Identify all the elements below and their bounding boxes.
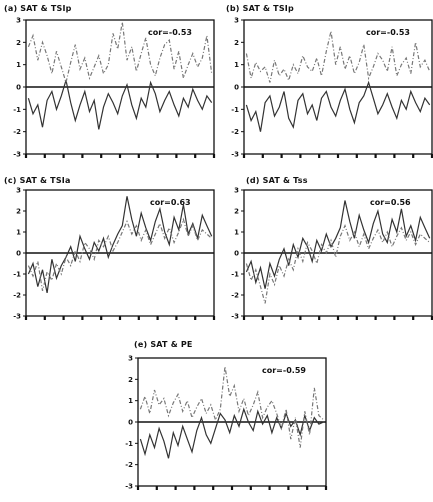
panel-d-ytick-label: 1	[234, 229, 239, 237]
panel-b-ytick-label: 2	[234, 39, 239, 47]
panel-d-ytick-label: 3	[234, 187, 239, 195]
panel-e-ytick-label: 1	[128, 397, 133, 405]
panel-e-ytick-label: 0	[128, 419, 133, 427]
panel-e-corr-label: cor=-0.59	[262, 366, 306, 375]
panel-d-corr-label: cor=0.56	[370, 198, 411, 207]
panel-c-ytick-label: 0	[16, 250, 21, 258]
panel-e-ytick-label: -3	[125, 483, 133, 491]
panel-a-ytick-label: -3	[13, 151, 21, 159]
panel-a-ytick-label: 2	[16, 39, 21, 47]
panel-d-title: (d) SAT & Tss	[246, 176, 308, 185]
panel-b-title: (b) SAT & TSIp	[226, 4, 294, 13]
panel-b-corr-label: cor=-0.53	[366, 28, 410, 37]
panel-a-ytick-label: 3	[16, 17, 21, 25]
panel-b: (b) SAT & TSIp 3 2 1 0 -1 -2 -3 cor=-0.53	[220, 4, 433, 170]
panel-d: (d) SAT & Tss 3 2 1 0 -1 -2 -3 cor=0.56	[220, 176, 433, 332]
panel-a-ytick-label: -1	[13, 106, 21, 114]
panel-c-series-dashed-line	[27, 217, 213, 291]
panel-b-ytick-label: -2	[231, 128, 239, 136]
panel-b-ytick-label: -3	[231, 151, 239, 159]
panel-a-ytick-label: -2	[13, 128, 21, 136]
panel-b-ytick-label: -1	[231, 106, 239, 114]
panel-c-plot: 3 2 1 0 -1 -2 -3	[13, 187, 216, 321]
panel-a-series-solid-line	[27, 80, 213, 130]
panel-c-title: (c) SAT & TSIa	[4, 176, 71, 185]
panel-d-ytick-label: 0	[234, 250, 239, 258]
panel-a-title: (a) SAT & TSIp	[4, 4, 72, 13]
panel-e-title: (e) SAT & PE	[134, 340, 193, 349]
panel-b-ytick-label: 0	[234, 84, 239, 92]
panel-d-ytick-label: 2	[234, 208, 239, 216]
panel-a-corr-label: cor=-0.53	[148, 28, 192, 37]
panel-b-series-solid-line	[245, 80, 431, 132]
panel-c-ytick-label: -2	[13, 292, 21, 300]
panel-e: (e) SAT & PE 3 2 1 0 -1 -2 -3 cor=-0.59	[112, 340, 328, 500]
panel-c-ytick-label: 3	[16, 187, 21, 195]
panel-a-series-dashed-line	[27, 22, 213, 85]
panel-e-ytick-label: 2	[128, 376, 133, 384]
panel-d-ytick-label: -2	[231, 292, 239, 300]
panel-e-ytick-label: 3	[128, 355, 133, 363]
panel-a: (a) SAT & TSIp 3 2 1 0 -1 -2 -3 cor=-0.53	[0, 4, 216, 170]
panel-c-ytick-label: 2	[16, 208, 21, 216]
panel-b-series-dashed-line	[245, 31, 431, 83]
panel-a-ytick-label: 1	[16, 61, 21, 69]
panel-b-ytick-label: 1	[234, 61, 239, 69]
panel-e-ytick-label: -1	[125, 440, 133, 448]
panel-d-series-dashed-line	[245, 224, 431, 304]
panel-c-ytick-label: -3	[13, 313, 21, 321]
panel-c-ytick-label: 1	[16, 229, 21, 237]
panel-a-plot: 3 2 1 0 -1 -2 -3	[13, 17, 216, 159]
panel-c-ytick-label: -1	[13, 271, 21, 279]
panel-a-ytick-label: 0	[16, 84, 21, 92]
panel-c-series-solid-line	[27, 196, 213, 294]
panel-e-ytick-label: -2	[125, 461, 133, 469]
panel-d-ytick-label: -1	[231, 271, 239, 279]
panel-b-ytick-label: 3	[234, 17, 239, 25]
panel-e-plot: 3 2 1 0 -1 -2 -3	[125, 355, 328, 491]
panel-d-ytick-label: -3	[231, 313, 239, 321]
panel-d-series-solid-line	[245, 200, 431, 289]
panel-b-plot: 3 2 1 0 -1 -2 -3	[231, 17, 433, 159]
panel-d-plot: 3 2 1 0 -1 -2 -3	[231, 187, 433, 321]
panel-e-series-dashed-line	[139, 366, 325, 448]
panel-c-corr-label: cor=0.63	[150, 198, 191, 207]
panel-e-series-solid-line	[139, 407, 324, 459]
panel-c: (c) SAT & TSIa 3 2 1 0 -1 -2 -3 cor=0.63	[0, 176, 216, 332]
